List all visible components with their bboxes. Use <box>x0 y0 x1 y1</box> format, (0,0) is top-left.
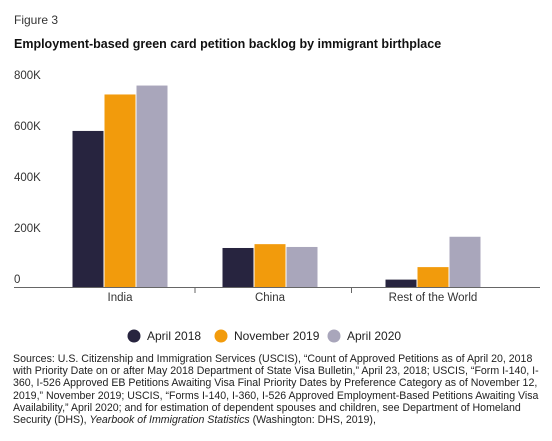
sources-text-end: (Washington: DHS, 2019), <box>249 414 376 427</box>
y-tick-label: 800K <box>14 70 41 82</box>
bar <box>286 246 318 287</box>
x-tick-label: China <box>255 292 286 304</box>
bar <box>222 247 254 287</box>
chart-title: Employment-based green card petition bac… <box>14 37 442 51</box>
y-tick-label: 0 <box>14 274 20 286</box>
legend-label: November 2019 <box>234 329 320 343</box>
legend-marker <box>214 329 228 343</box>
bar <box>449 236 481 287</box>
bar <box>104 94 136 287</box>
x-tick-label: India <box>108 292 134 304</box>
bar <box>417 267 449 287</box>
bar-chart: 0 200K 400K 600K 800K India China Rest of the W… <box>14 70 540 343</box>
y-tick-label: 200K <box>14 223 41 235</box>
sources-note: Sources: U.S. Citizenship and Immigratio… <box>13 353 541 426</box>
x-tick-label: Rest of the World <box>389 292 478 304</box>
sources-text: Sources: U.S. Citizenship and Immigratio… <box>13 353 539 427</box>
bar <box>72 130 104 287</box>
legend-marker <box>127 329 141 343</box>
legend-label: April 2020 <box>347 329 401 343</box>
bar <box>385 279 417 287</box>
y-tick-label: 400K <box>14 172 41 184</box>
bar <box>136 85 168 287</box>
y-tick-label: 600K <box>14 121 41 133</box>
sources-italic-title: Yearbook of Immigration Statistics <box>89 414 250 427</box>
figure-label: Figure 3 <box>14 13 59 27</box>
legend-marker <box>327 329 341 343</box>
legend-label: April 2018 <box>147 329 201 343</box>
bar <box>254 244 286 287</box>
